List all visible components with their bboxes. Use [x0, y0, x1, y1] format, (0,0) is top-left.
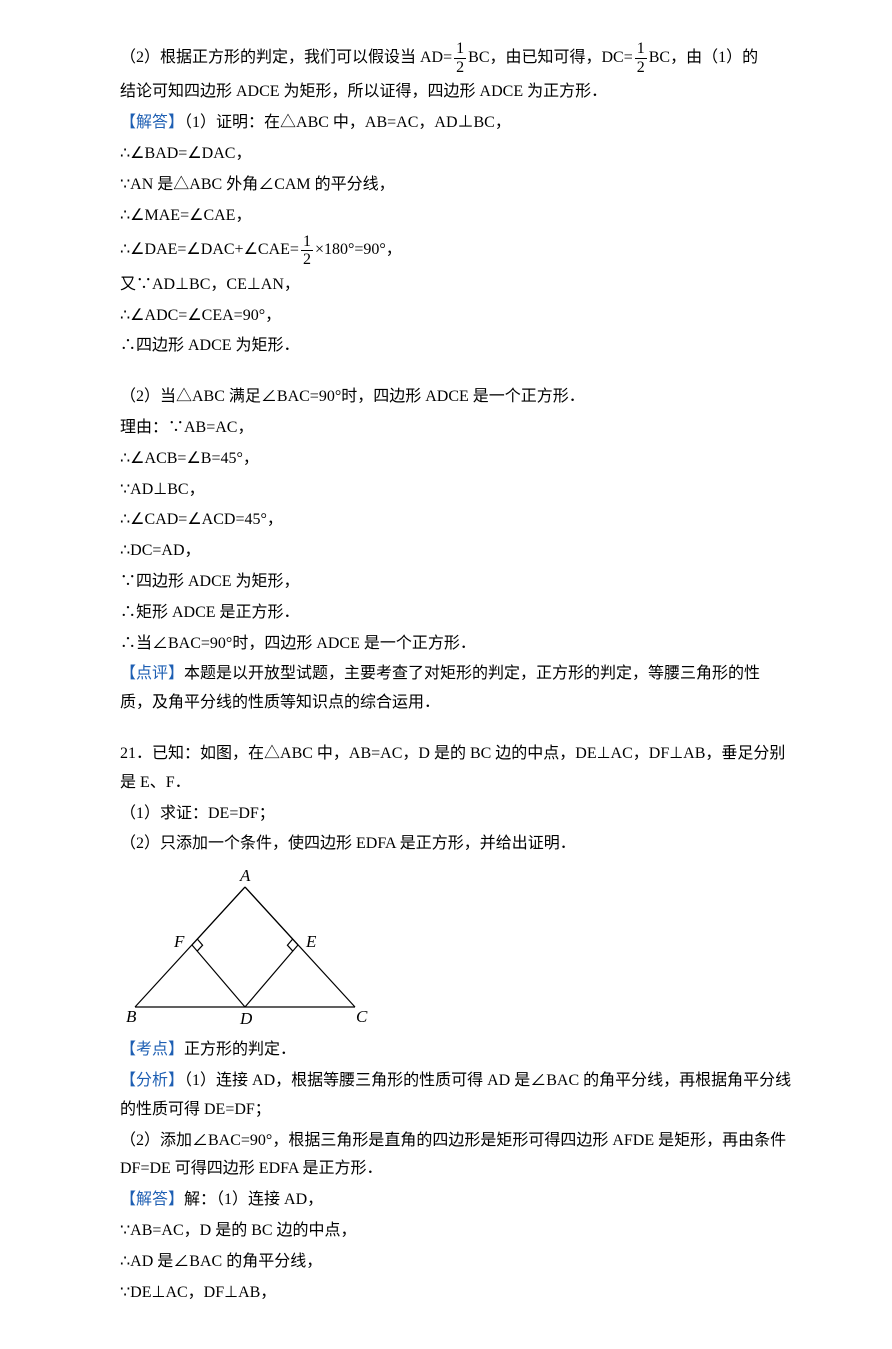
fraction-half-1: 12: [454, 40, 466, 76]
proof-step: ∴矩形 ADCE 是正方形．: [120, 599, 792, 628]
jieda-label: 【解答】: [120, 114, 184, 131]
kaodian-label: 【考点】: [120, 1041, 184, 1058]
jieda2-step: ∵AB=AC，D 是的 BC 边的中点，: [120, 1217, 792, 1246]
dianping-label: 【点评】: [120, 665, 184, 682]
proof-step: ∴DC=AD，: [120, 537, 792, 566]
svg-text:F: F: [173, 932, 185, 951]
proof-step: ∴∠BAD=∠DAC，: [120, 140, 792, 169]
fenxi-text-1: （1）连接 AD，根据等腰三角形的性质可得 AD 是∠BAC 的角平分线，再根据…: [120, 1072, 791, 1118]
text: BC，由已知可得，DC=: [468, 49, 633, 66]
proof-step: 理由：∵AB=AC，: [120, 414, 792, 443]
question-body: 已知：如图，在△ABC 中，AB=AC，D 是的 BC 边的中点，DE⊥AC，D…: [120, 745, 785, 791]
part2-line: （2）当△ABC 满足∠BAC=90°时，四边形 ADCE 是一个正方形．: [120, 383, 792, 412]
proof-step: ∵AD⊥BC，: [120, 476, 792, 505]
proof-step: ∴∠ADC=∠CEA=90°，: [120, 302, 792, 331]
proof-step: ∵AN 是△ABC 外角∠CAM 的平分线，: [120, 171, 792, 200]
svg-text:C: C: [356, 1007, 368, 1026]
dianping-line: 【点评】本题是以开放型试题，主要考查了对矩形的判定，正方形的判定，等腰三角形的性…: [120, 660, 792, 718]
proof-intro: （1）证明：在△ABC 中，AB=AC，AD⊥BC，: [184, 114, 511, 131]
kaodian-text: 正方形的判定．: [184, 1041, 296, 1058]
text: ∴∠DAE=∠DAC+∠CAE=: [120, 241, 299, 258]
assumption-line-2: 结论可知四边形 ADCE 为矩形，所以证得，四边形 ADCE 为正方形．: [120, 78, 792, 107]
proof-step: 又∵AD⊥BC，CE⊥AN，: [120, 271, 792, 300]
fraction-half-3: 12: [301, 233, 313, 269]
fraction-half-2: 12: [635, 40, 647, 76]
problem-21: 21．已知：如图，在△ABC 中，AB=AC，D 是的 BC 边的中点，DE⊥A…: [120, 740, 792, 798]
proof-step-frac: ∴∠DAE=∠DAC+∠CAE=12×180°=90°，: [120, 232, 792, 268]
svg-text:B: B: [126, 1007, 137, 1026]
proof-step: ∴∠ACB=∠B=45°，: [120, 445, 792, 474]
fenxi-label: 【分析】: [120, 1072, 184, 1089]
jieda2-step: ∵DE⊥AC，DF⊥AB，: [120, 1279, 792, 1308]
text: （2）根据正方形的判定，我们可以假设当 AD=: [120, 49, 452, 66]
jieda2-step: ∴AD 是∠BAC 的角平分线，: [120, 1248, 792, 1277]
svg-text:D: D: [239, 1009, 253, 1028]
fenxi-line-2: （2）添加∠BAC=90°，根据三角形是直角的四边形是矩形可得四边形 AFDE …: [120, 1127, 792, 1185]
kaodian-line: 【考点】正方形的判定．: [120, 1036, 792, 1065]
dianping-text: 本题是以开放型试题，主要考查了对矩形的判定，正方形的判定，等腰三角形的性质，及角…: [120, 665, 760, 711]
subquestion-2: （2）只添加一个条件，使四边形 EDFA 是正方形，并给出证明．: [120, 830, 792, 859]
proof-step: ∴∠MAE=∠CAE，: [120, 202, 792, 231]
proof-step: ∴∠CAD=∠ACD=45°，: [120, 506, 792, 535]
triangle-diagram: A B C D F E: [120, 867, 792, 1032]
svg-text:A: A: [239, 867, 251, 885]
jieda2-text-1: 解：（1）连接 AD，: [184, 1191, 323, 1208]
question-number: 21．: [120, 745, 152, 762]
fenxi-line-1: 【分析】（1）连接 AD，根据等腰三角形的性质可得 AD 是∠BAC 的角平分线…: [120, 1067, 792, 1125]
subquestion-1: （1）求证：DE=DF；: [120, 800, 792, 829]
jieda2-label: 【解答】: [120, 1191, 184, 1208]
proof-step: ∵四边形 ADCE 为矩形，: [120, 568, 792, 597]
jieda2-line-1: 【解答】解：（1）连接 AD，: [120, 1186, 792, 1215]
assumption-line-1: （2）根据正方形的判定，我们可以假设当 AD=12BC，由已知可得，DC=12B…: [120, 40, 792, 76]
proof-step: ∴当∠BAC=90°时，四边形 ADCE 是一个正方形．: [120, 630, 792, 659]
text: BC，由（1）的: [649, 49, 758, 66]
jieda-line: 【解答】（1）证明：在△ABC 中，AB=AC，AD⊥BC，: [120, 109, 792, 138]
text: ×180°=90°，: [315, 241, 402, 258]
svg-text:E: E: [305, 932, 317, 951]
geometry-svg: A B C D F E: [120, 867, 370, 1032]
proof-step: ∴四边形 ADCE 为矩形．: [120, 332, 792, 361]
